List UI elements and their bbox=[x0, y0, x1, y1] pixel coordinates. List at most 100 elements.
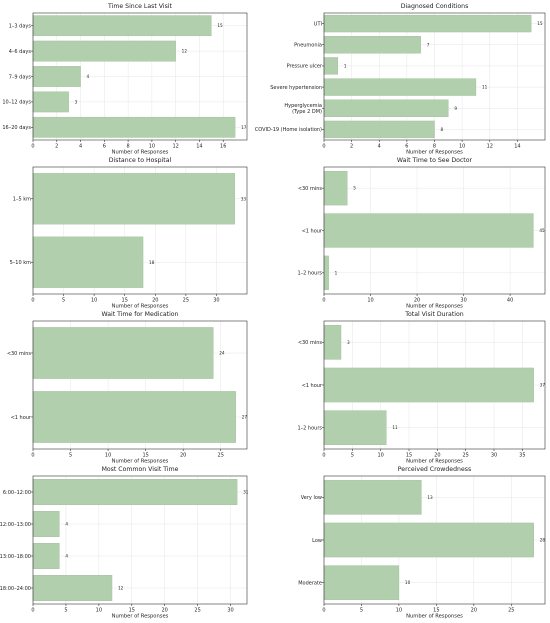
bar bbox=[32, 511, 60, 538]
x-tick-label: 5 bbox=[62, 298, 65, 304]
chart-title: Wait Time for Medication bbox=[101, 311, 178, 318]
x-tick-label: 10 bbox=[396, 608, 402, 614]
bar bbox=[323, 36, 421, 54]
data-label: 3 bbox=[75, 99, 78, 104]
data-label: 9 bbox=[454, 106, 457, 111]
x-tick-label: 2 bbox=[55, 144, 58, 150]
x-tick-label: 8 bbox=[127, 144, 130, 150]
chart-panel-1: 15 1–3 days 12 4–6 days 4 7–9 days 3 10–12 days… bbox=[2, 3, 248, 156]
x-tick-label: 15 bbox=[129, 608, 135, 614]
bar bbox=[323, 78, 477, 96]
data-label: 27 bbox=[242, 415, 248, 420]
chart-panel-8: 13 Very low 28 Low 10 Moderate 0 5 10 15 20 25 Perce… bbox=[298, 466, 545, 620]
data-label: 13 bbox=[427, 495, 433, 500]
x-axis-label: Number of Responses bbox=[406, 150, 463, 156]
x-axis-label: Number of Responses bbox=[112, 150, 169, 156]
bar bbox=[32, 236, 144, 288]
data-label: 12 bbox=[182, 49, 188, 54]
plot-frame bbox=[32, 12, 248, 141]
x-tick-label: 15 bbox=[406, 453, 412, 459]
category-label: 16–20 days bbox=[2, 125, 31, 131]
data-label: 4 bbox=[87, 74, 90, 79]
bar bbox=[323, 213, 534, 248]
data-label: 18 bbox=[149, 260, 155, 265]
x-tick-label: 35 bbox=[519, 453, 525, 459]
chart-panel-6: 3 <30 mins 37 <1 hour 11 1–2 hours 0 5 10 15 20 25 3… bbox=[297, 311, 545, 465]
bar bbox=[32, 479, 238, 506]
data-label: 1 bbox=[335, 270, 338, 275]
category-label: Pneumonia bbox=[294, 43, 322, 49]
category-label: <30 mins bbox=[7, 351, 32, 357]
x-tick-label: 10 bbox=[459, 144, 465, 150]
x-tick-label: 14 bbox=[514, 144, 520, 150]
chart-panel-5: 24 <30 mins 27 <1 hour 0 5 10 15 20 25 Wait Time f… bbox=[7, 311, 248, 465]
chart-panel-7: 31 6:00–12:00 4 12:00–13:00 4 13:00–18:00 12 18… bbox=[0, 466, 249, 620]
plot-frame bbox=[32, 475, 248, 605]
chart-title: Distance to Hospital bbox=[109, 157, 172, 164]
x-axis-label: Number of Responses bbox=[406, 614, 463, 620]
data-label: 33 bbox=[241, 196, 247, 201]
x-axis-label: Number of Responses bbox=[406, 459, 463, 465]
x-tick-label: 5 bbox=[351, 453, 354, 459]
x-tick-label: 5 bbox=[360, 608, 363, 614]
x-tick-label: 0 bbox=[322, 608, 325, 614]
x-tick-label: 10 bbox=[96, 608, 102, 614]
x-tick-label: 4 bbox=[378, 144, 381, 150]
category-label: COVID-19 (Home isolation) bbox=[255, 127, 322, 133]
category-label: Low bbox=[312, 538, 322, 544]
category-label: UTI bbox=[314, 21, 322, 27]
chart-panel-2: 15 UTI 7 Pneumonia 1 Pressure ulcer 11 Severe h… bbox=[255, 3, 546, 156]
category-label: 10–12 days bbox=[2, 100, 31, 106]
x-tick-label: 30 bbox=[460, 298, 466, 304]
data-label: 31 bbox=[243, 490, 249, 495]
x-tick-label: 8 bbox=[433, 144, 436, 150]
bar bbox=[323, 99, 449, 117]
chart-title: Perceived Crowdedness bbox=[398, 466, 471, 473]
category-label: <1 hour bbox=[302, 383, 323, 389]
x-tick-label: 40 bbox=[507, 298, 513, 304]
category-label: <30 mins bbox=[298, 340, 323, 346]
category-label: 1–5 km bbox=[13, 197, 31, 203]
chart-title: Diagnosed Conditions bbox=[401, 3, 469, 10]
data-label: 8 bbox=[441, 127, 444, 132]
chart-panel-3: 33 1–5 km 18 5–10 km 0 5 10 15 20 25 30 Distance to… bbox=[10, 157, 248, 310]
x-tick-label: 0 bbox=[31, 298, 34, 304]
category-label: Very low bbox=[301, 495, 322, 501]
x-tick-label: 5 bbox=[64, 608, 67, 614]
x-tick-label: 25 bbox=[508, 608, 514, 614]
bar bbox=[32, 116, 236, 138]
category-label: Pressure ulcer bbox=[287, 64, 323, 70]
data-label: 28 bbox=[540, 538, 546, 543]
x-axis-label: Number of Responses bbox=[112, 304, 169, 310]
data-label: 12 bbox=[118, 586, 124, 591]
x-tick-label: 15 bbox=[433, 608, 439, 614]
x-tick-label: 20 bbox=[162, 608, 168, 614]
x-tick-label: 15 bbox=[142, 453, 148, 459]
plot-frame bbox=[323, 166, 546, 295]
data-label: 15 bbox=[537, 21, 543, 26]
bar bbox=[32, 543, 60, 570]
chart-panel-4: 5 <30 mins 45 <1 hour 1 1–2 hours 0 10 20 30 40 Wai… bbox=[297, 157, 546, 310]
plot-frame bbox=[32, 320, 248, 450]
x-axis-label: Number of Responses bbox=[406, 304, 463, 310]
plot-frame bbox=[323, 475, 546, 605]
plot-frame bbox=[323, 12, 546, 141]
category-label: 1–3 days bbox=[9, 24, 32, 30]
data-label: 4 bbox=[65, 554, 68, 559]
data-label: 5 bbox=[353, 186, 356, 191]
data-label: 3 bbox=[347, 340, 350, 345]
x-tick-label: 16 bbox=[220, 144, 226, 150]
plot-frame bbox=[32, 166, 248, 295]
bar bbox=[323, 120, 435, 139]
data-label: 37 bbox=[540, 383, 546, 388]
category-label: 5–10 km bbox=[10, 260, 32, 266]
data-label: 1 bbox=[344, 63, 347, 68]
x-tick-label: 6 bbox=[103, 144, 106, 150]
bar bbox=[323, 14, 532, 33]
bar bbox=[32, 173, 235, 225]
x-tick-label: 10 bbox=[367, 298, 373, 304]
x-tick-label: 10 bbox=[149, 144, 155, 150]
x-axis-label: Number of Responses bbox=[112, 459, 169, 465]
